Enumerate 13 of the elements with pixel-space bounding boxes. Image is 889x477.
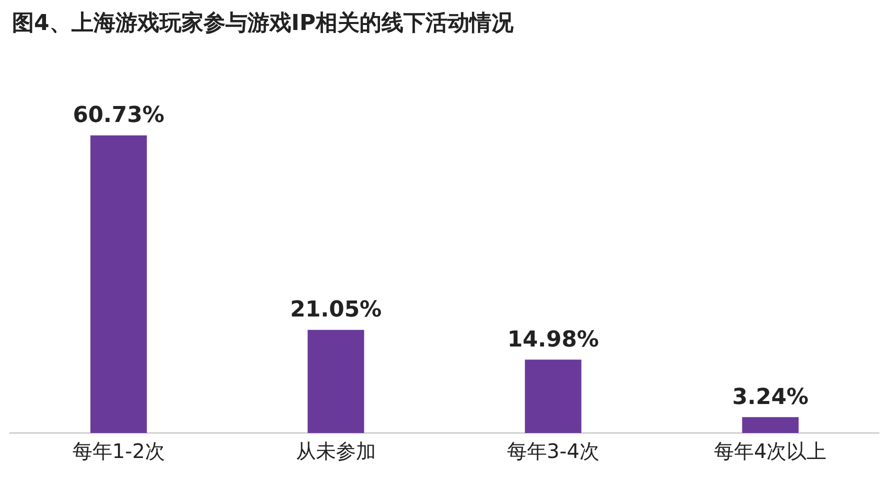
x-tick-label: 从未参加: [296, 439, 376, 464]
bar: [524, 360, 582, 433]
x-tick-label: 每年3-4次: [506, 439, 600, 464]
data-label: 3.24%: [732, 384, 809, 410]
bar: [742, 417, 799, 433]
data-label: 21.05%: [290, 298, 382, 323]
bar: [308, 330, 364, 433]
bar: [90, 135, 147, 433]
chart-title: 图4、上海游戏玩家参与游戏IP相关的线下活动情况: [12, 10, 514, 38]
data-label: 60.73%: [72, 103, 164, 128]
x-tick-label: 每年4次以上: [714, 439, 827, 464]
data-label: 14.98%: [507, 327, 599, 352]
x-tick-label: 每年1-2次: [72, 439, 165, 464]
